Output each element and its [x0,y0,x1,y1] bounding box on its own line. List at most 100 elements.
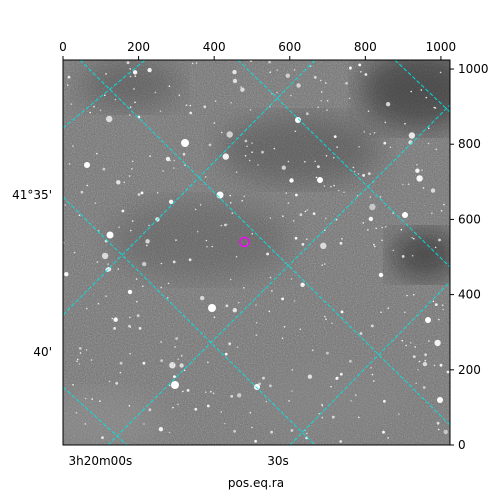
star [235,255,238,258]
star [105,73,107,75]
star [291,369,294,371]
star [78,363,81,365]
star [225,223,228,226]
target-marker [239,236,250,248]
star [373,243,375,246]
star [404,123,406,125]
star [143,423,145,425]
star [75,412,78,414]
star [412,355,416,358]
star [333,157,335,159]
star [408,132,416,139]
star [412,293,415,296]
star [106,115,113,123]
star [270,430,273,434]
star [148,224,150,227]
star [84,423,87,425]
star [251,142,253,144]
star [294,236,298,240]
star [175,337,179,340]
star [315,176,318,179]
star [148,408,152,412]
star [203,105,207,109]
star [282,215,284,217]
star [206,245,208,248]
star [336,146,338,148]
star [281,165,286,170]
star [160,359,164,362]
star [320,99,323,102]
star [352,166,355,169]
star [271,290,273,292]
star [119,361,123,365]
star [436,421,440,425]
star [416,163,418,166]
star [381,226,384,229]
star [367,172,371,176]
star [359,332,363,335]
star [76,360,78,363]
star [135,278,138,280]
star [295,193,298,197]
star [225,304,229,308]
star [337,189,340,192]
star [94,202,97,204]
star [173,375,176,378]
star [258,382,261,386]
star [318,413,320,415]
star [331,415,335,419]
star [85,307,88,310]
star [331,322,333,325]
star [333,184,335,187]
star [86,184,88,187]
star [276,69,279,71]
star [107,263,109,265]
star [230,394,234,398]
star [115,381,119,385]
star [415,382,418,385]
star [188,258,192,262]
star [413,237,415,240]
star [146,244,148,247]
star [443,203,445,206]
star [136,300,138,303]
star [80,190,84,194]
star [320,91,323,93]
star [179,363,184,368]
star [251,233,254,235]
star [99,400,101,402]
star [119,371,122,374]
star [78,214,81,217]
star [66,84,69,86]
bright-star [106,231,114,239]
star [137,193,141,196]
grid-line-4 [79,59,451,426]
star [380,311,382,314]
grid-line-7 [62,386,128,446]
star [321,416,324,419]
star [312,212,316,216]
x-top-tick-label: 600 [278,40,301,54]
grid-line-3 [289,281,451,446]
star [114,98,117,101]
star [304,210,307,213]
star [67,75,71,79]
star [422,187,425,189]
grid-line-5 [237,59,451,268]
star [431,212,433,214]
star [379,196,382,198]
star [172,362,175,365]
star [168,431,171,434]
star [339,241,343,245]
star [237,301,240,304]
star [101,436,104,439]
y-right-tick-label: 400 [458,288,481,302]
star [304,161,306,163]
grid-line-8 [394,59,451,113]
y-right-tick-label: 800 [458,137,481,151]
star [339,440,343,443]
star [370,324,374,328]
star [129,106,132,108]
star [291,390,293,392]
